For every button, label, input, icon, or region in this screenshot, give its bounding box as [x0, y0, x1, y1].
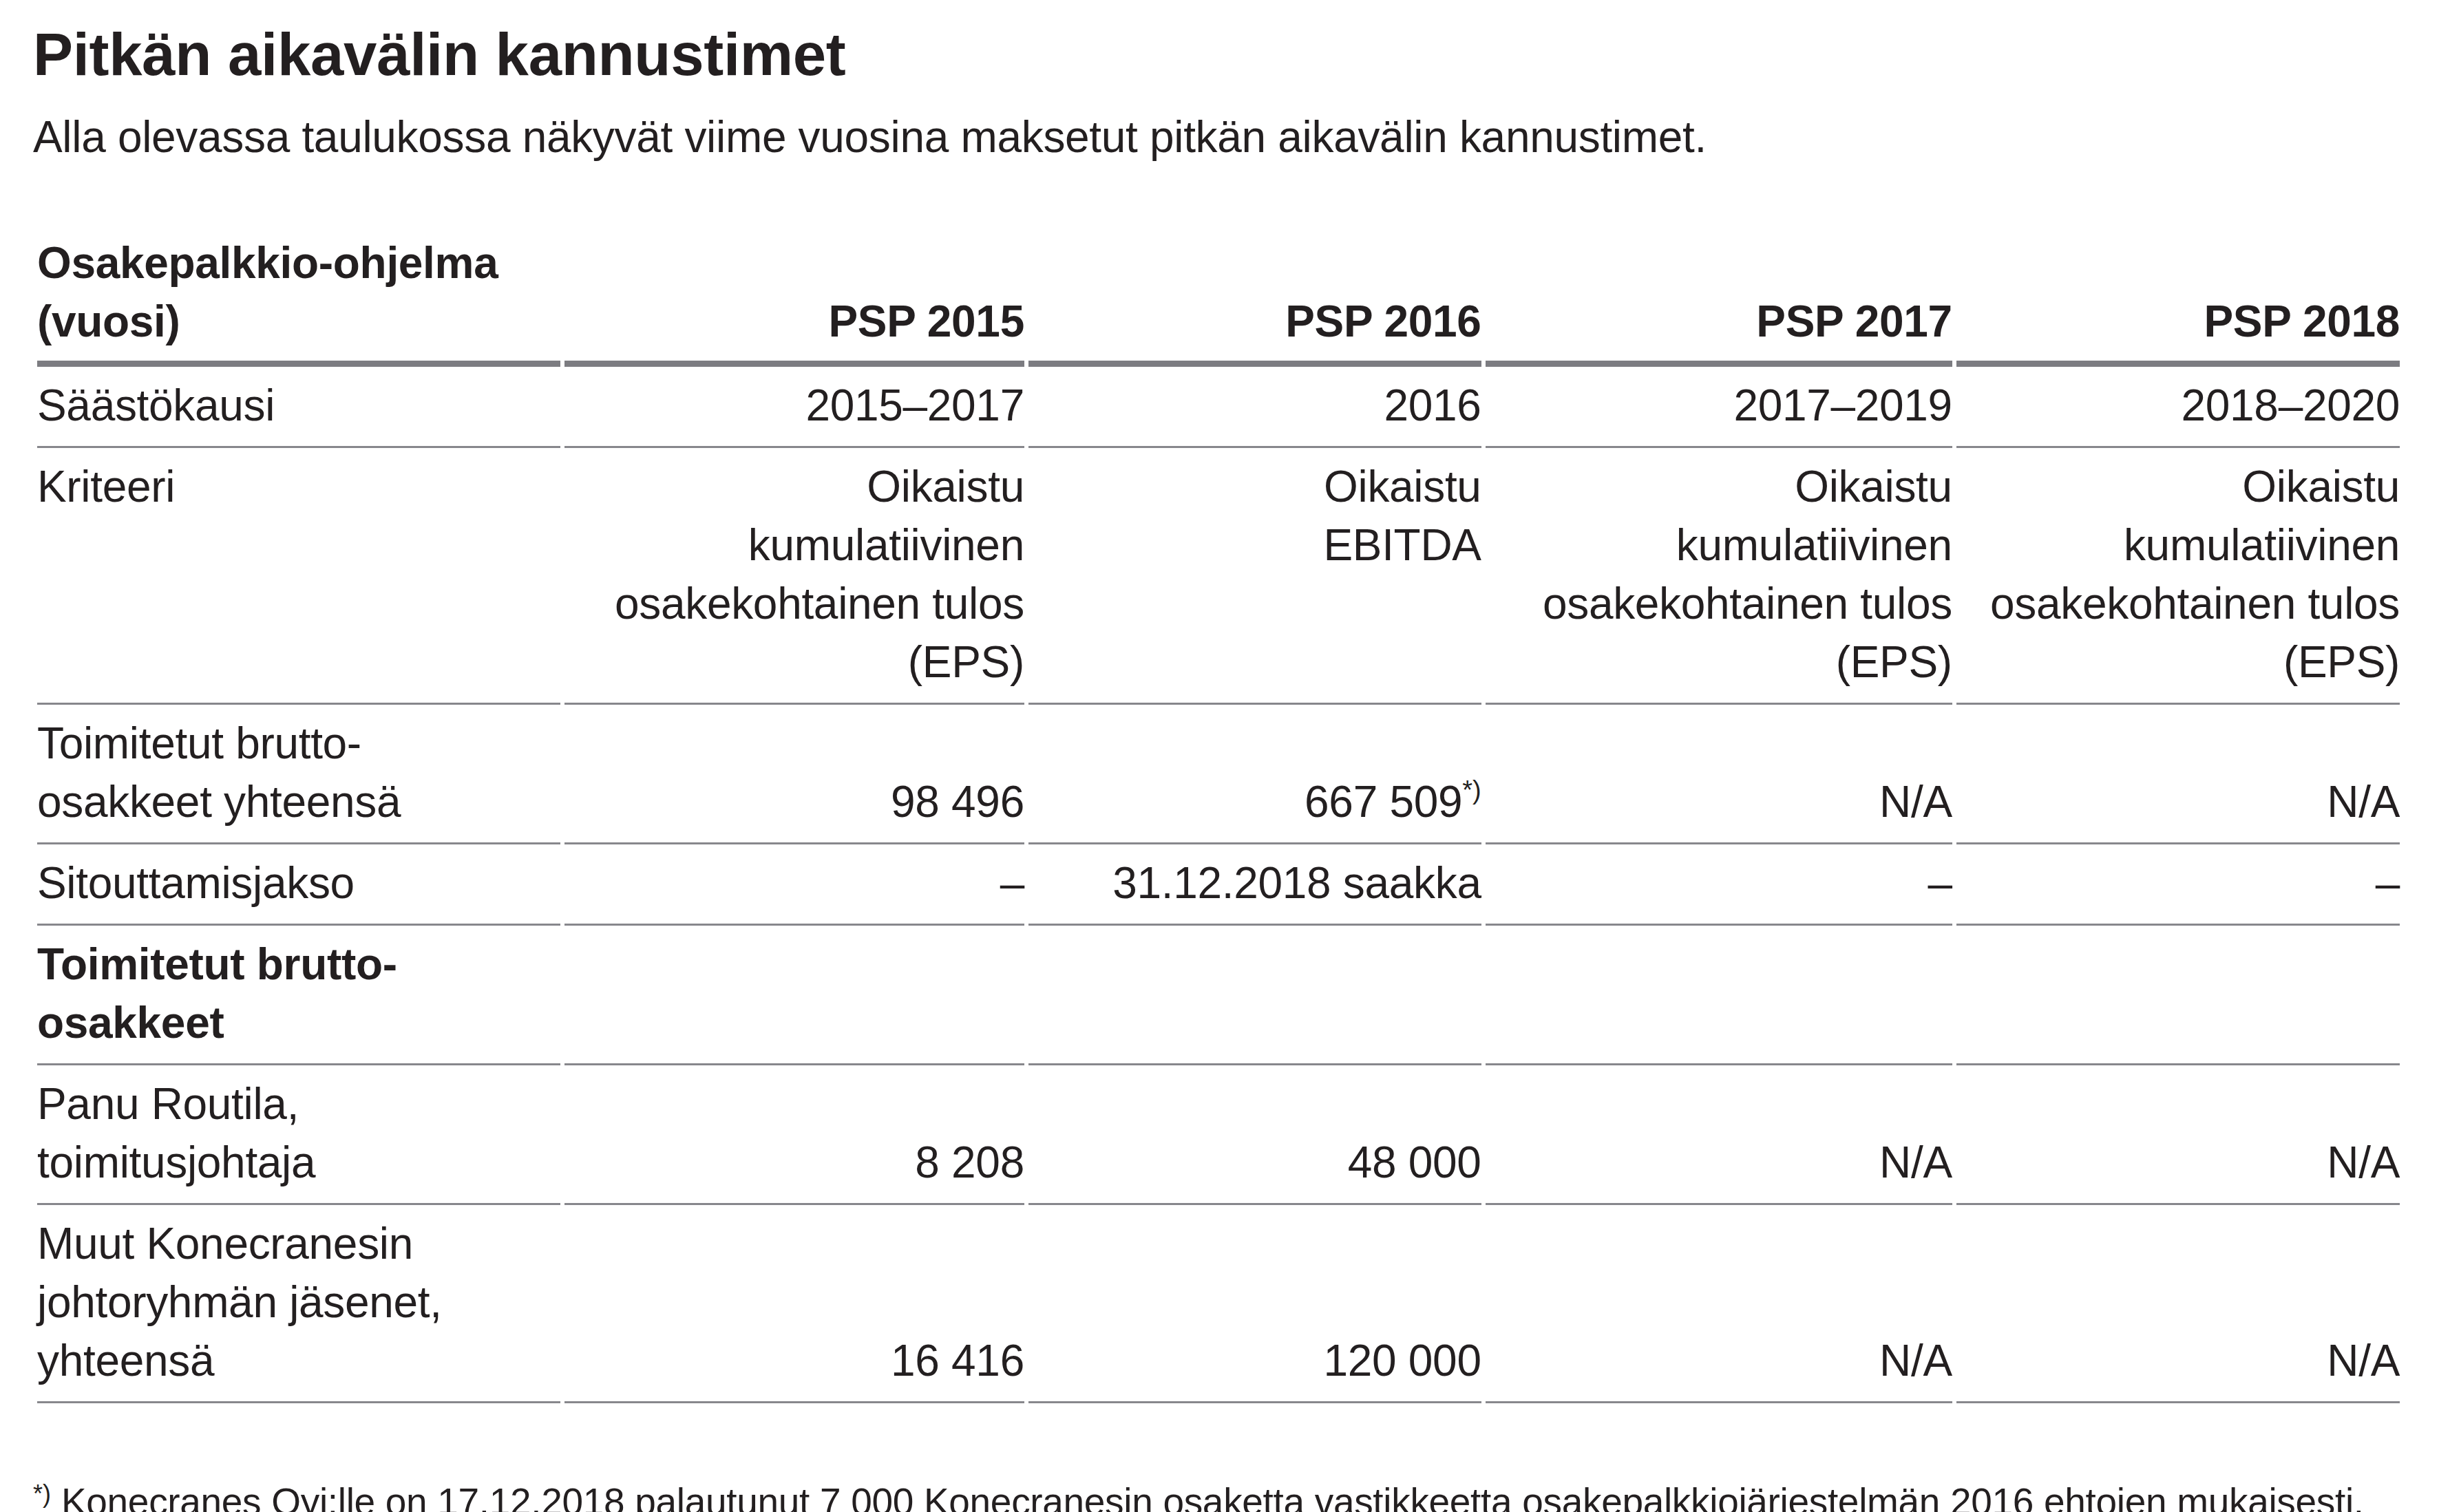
- footnote-mark: *): [33, 1480, 51, 1508]
- cell-value: N/A: [1956, 1205, 2400, 1403]
- cell-value-empty: [1486, 926, 1952, 1065]
- column-header-psp-2015: PSP 2015: [564, 230, 1024, 367]
- row-label: Sitouttamisjakso: [37, 844, 560, 926]
- row-label: Muut Konecranesin johtoryhmän jäsenet, y…: [37, 1205, 560, 1403]
- cell-value: Oikaistu EBITDA: [1028, 448, 1481, 705]
- footnote-text: Konecranes Oyj:lle on 17.12.2018 palautu…: [51, 1480, 2364, 1512]
- page-subtitle: Alla olevassa taulukossa näkyvät viime v…: [33, 108, 2404, 167]
- row-label: Säästökausi: [37, 367, 560, 448]
- cell-value-empty: [1956, 926, 2400, 1065]
- row-label: Panu Routila, toimitusjohtaja: [37, 1065, 560, 1205]
- footnote: *) Konecranes Oyj:lle on 17.12.2018 pala…: [33, 1478, 2404, 1512]
- table-row-retention-period: Sitouttamisjakso – 31.12.2018 saakka – –: [37, 844, 2400, 926]
- header-row: Osakepalkkio-ohjelma (vuosi) PSP 2015 PS…: [37, 230, 2400, 367]
- cell-value: 2017–2019: [1486, 367, 1952, 448]
- cell-value: N/A: [1486, 705, 1952, 844]
- cell-value-empty: [1028, 926, 1481, 1065]
- cell-value: 8 208: [564, 1065, 1024, 1205]
- table-row-delivered-gross-shares-total: Toimitetut brutto- osakkeet yhteensä 98 …: [37, 705, 2400, 844]
- cell-value: 16 416: [564, 1205, 1024, 1403]
- cell-value: –: [1956, 844, 2400, 926]
- cell-value: 2015–2017: [564, 367, 1024, 448]
- cell-value: Oikaistu kumulatiivinen osakekohtainen t…: [1956, 448, 2400, 705]
- cell-value: 2016: [1028, 367, 1481, 448]
- column-header-psp-2016: PSP 2016: [1028, 230, 1481, 367]
- column-header-psp-2017: PSP 2017: [1486, 230, 1952, 367]
- row-label: Kriteeri: [37, 448, 560, 705]
- table-header: Osakepalkkio-ohjelma (vuosi) PSP 2015 PS…: [37, 230, 2400, 367]
- cell-value: Oikaistu kumulatiivinen osakekohtainen t…: [564, 448, 1024, 705]
- long-term-incentives-table: Osakepalkkio-ohjelma (vuosi) PSP 2015 PS…: [33, 230, 2404, 1403]
- cell-value-empty: [564, 926, 1024, 1065]
- row-label: Toimitetut brutto- osakkeet yhteensä: [37, 705, 560, 844]
- cell-value: 2018–2020: [1956, 367, 2400, 448]
- column-header-psp-2018: PSP 2018: [1956, 230, 2400, 367]
- footnote-reference-mark: *): [1462, 776, 1481, 805]
- cell-value: 31.12.2018 saakka: [1028, 844, 1481, 926]
- cell-value: 120 000: [1028, 1205, 1481, 1403]
- cell-value: –: [1486, 844, 1952, 926]
- cell-value: N/A: [1956, 705, 2400, 844]
- cell-value: Oikaistu kumulatiivinen osakekohtainen t…: [1486, 448, 1952, 705]
- cell-value-with-footnote: 667 509*): [1028, 705, 1481, 844]
- cell-value: –: [564, 844, 1024, 926]
- cell-value: 98 496: [564, 705, 1024, 844]
- section-header-label: Toimitetut brutto- osakkeet: [37, 926, 560, 1065]
- report-page: Pitkän aikavälin kannustimet Alla olevas…: [0, 0, 2439, 1512]
- table-row-savings-period: Säästökausi 2015–2017 2016 2017–2019 201…: [37, 367, 2400, 448]
- page-title: Pitkän aikavälin kannustimet: [33, 21, 2404, 87]
- cell-value: N/A: [1486, 1205, 1952, 1403]
- table-row-panu-routila: Panu Routila, toimitusjohtaja 8 208 48 0…: [37, 1065, 2400, 1205]
- cell-value: N/A: [1486, 1065, 1952, 1205]
- cell-value: 48 000: [1028, 1065, 1481, 1205]
- cell-value: 667 509: [1305, 777, 1462, 827]
- cell-value: N/A: [1956, 1065, 2400, 1205]
- table-body: Säästökausi 2015–2017 2016 2017–2019 201…: [37, 367, 2400, 1403]
- column-header-program: Osakepalkkio-ohjelma (vuosi): [37, 230, 560, 367]
- table-row-section-delivered-gross-shares: Toimitetut brutto- osakkeet: [37, 926, 2400, 1065]
- table-row-criterion: Kriteeri Oikaistu kumulatiivinen osakeko…: [37, 448, 2400, 705]
- table-row-other-management-board: Muut Konecranesin johtoryhmän jäsenet, y…: [37, 1205, 2400, 1403]
